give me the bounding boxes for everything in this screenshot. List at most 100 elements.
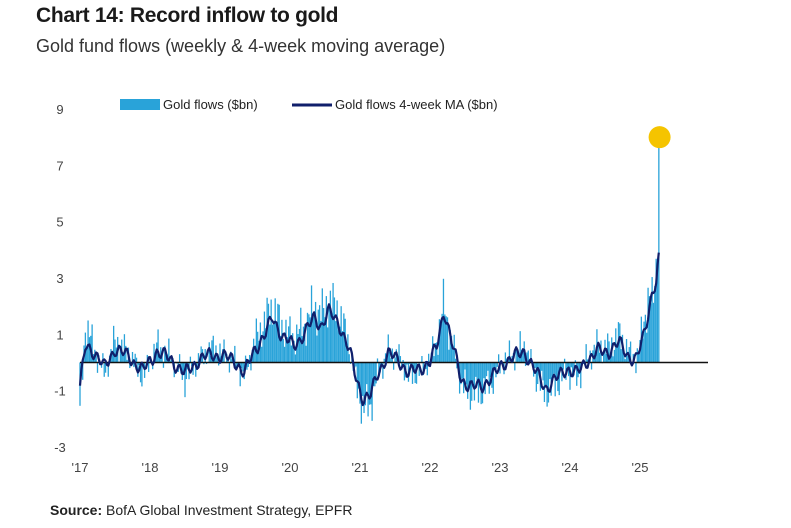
bar [402, 359, 404, 363]
bar [274, 298, 276, 363]
bar [336, 300, 338, 363]
bar [650, 303, 652, 363]
bar [456, 362, 458, 369]
bar [651, 277, 653, 363]
bar [204, 349, 206, 363]
bar [265, 328, 267, 363]
bar [107, 362, 109, 377]
bar [465, 362, 467, 385]
bar [332, 282, 334, 363]
x-tick-label: '21 [352, 460, 369, 475]
legend-label-line: Gold flows 4-week MA ($bn) [335, 97, 498, 112]
bar [211, 340, 213, 363]
bar [292, 333, 294, 363]
bar [189, 356, 192, 363]
y-tick-label: 7 [56, 158, 63, 173]
bar [656, 262, 659, 363]
bar [125, 345, 127, 363]
bar [446, 317, 449, 363]
bar [216, 357, 218, 363]
bar [293, 340, 295, 363]
bar [586, 359, 589, 363]
bar [300, 307, 302, 363]
bar [219, 343, 221, 363]
bar [393, 362, 395, 370]
bar [518, 353, 520, 363]
bar [648, 296, 651, 363]
bar [409, 362, 411, 365]
bar [566, 362, 568, 369]
bar [380, 362, 383, 365]
bar [550, 362, 552, 396]
bar [428, 353, 430, 363]
chart-subtitle: Gold fund flows (weekly & 4-week moving … [36, 36, 446, 56]
bar [250, 362, 252, 371]
bar [203, 362, 205, 365]
bar [493, 362, 496, 368]
bar [563, 358, 566, 363]
bar [489, 362, 492, 377]
bar [619, 323, 621, 363]
bar [448, 349, 450, 363]
bar [555, 362, 558, 379]
bar [103, 362, 105, 377]
bar [570, 362, 572, 368]
bar [515, 348, 517, 363]
bar [613, 349, 616, 363]
highlight-marker [648, 126, 671, 149]
bar [483, 362, 485, 379]
bar [376, 358, 379, 363]
bar [329, 290, 332, 363]
bar [549, 362, 551, 380]
bar [620, 349, 622, 363]
bar [197, 353, 200, 363]
bar [270, 299, 272, 363]
bar [468, 362, 470, 384]
bar [195, 362, 197, 377]
bar [312, 313, 314, 363]
bar [492, 362, 494, 394]
bar [624, 359, 626, 363]
bar [406, 362, 408, 365]
bar [527, 350, 529, 363]
bar [441, 313, 443, 363]
bar [481, 362, 484, 404]
bar [298, 328, 301, 363]
bar [655, 258, 657, 363]
bar [348, 354, 350, 363]
bar [240, 362, 243, 369]
bar [433, 356, 435, 363]
bar [301, 335, 303, 363]
bar [464, 362, 466, 370]
bar [421, 356, 423, 363]
bar [170, 359, 173, 363]
bar [269, 324, 271, 363]
bar [317, 309, 319, 363]
bar [558, 362, 560, 396]
bar [452, 349, 454, 363]
y-tick-label: 5 [56, 215, 63, 230]
bar [134, 353, 136, 363]
bar [398, 344, 400, 363]
bar [608, 341, 610, 363]
bars-layer [79, 137, 660, 424]
bar [607, 333, 609, 363]
bar [534, 362, 536, 368]
bar [95, 354, 97, 363]
y-tick-label: -1 [54, 384, 66, 399]
bar [394, 357, 396, 363]
bar [111, 352, 113, 363]
bar [119, 348, 122, 363]
bar [213, 358, 216, 363]
y-tick-label: 1 [56, 327, 63, 342]
bar [257, 331, 259, 363]
bar [598, 352, 601, 363]
bar [96, 362, 99, 373]
bar [426, 362, 428, 376]
bar [333, 297, 336, 363]
bar [363, 362, 365, 414]
bar [122, 354, 124, 363]
bar [359, 362, 361, 404]
bar [658, 137, 660, 363]
source-text: BofA Global Investment Strategy, EPFR [106, 502, 353, 518]
